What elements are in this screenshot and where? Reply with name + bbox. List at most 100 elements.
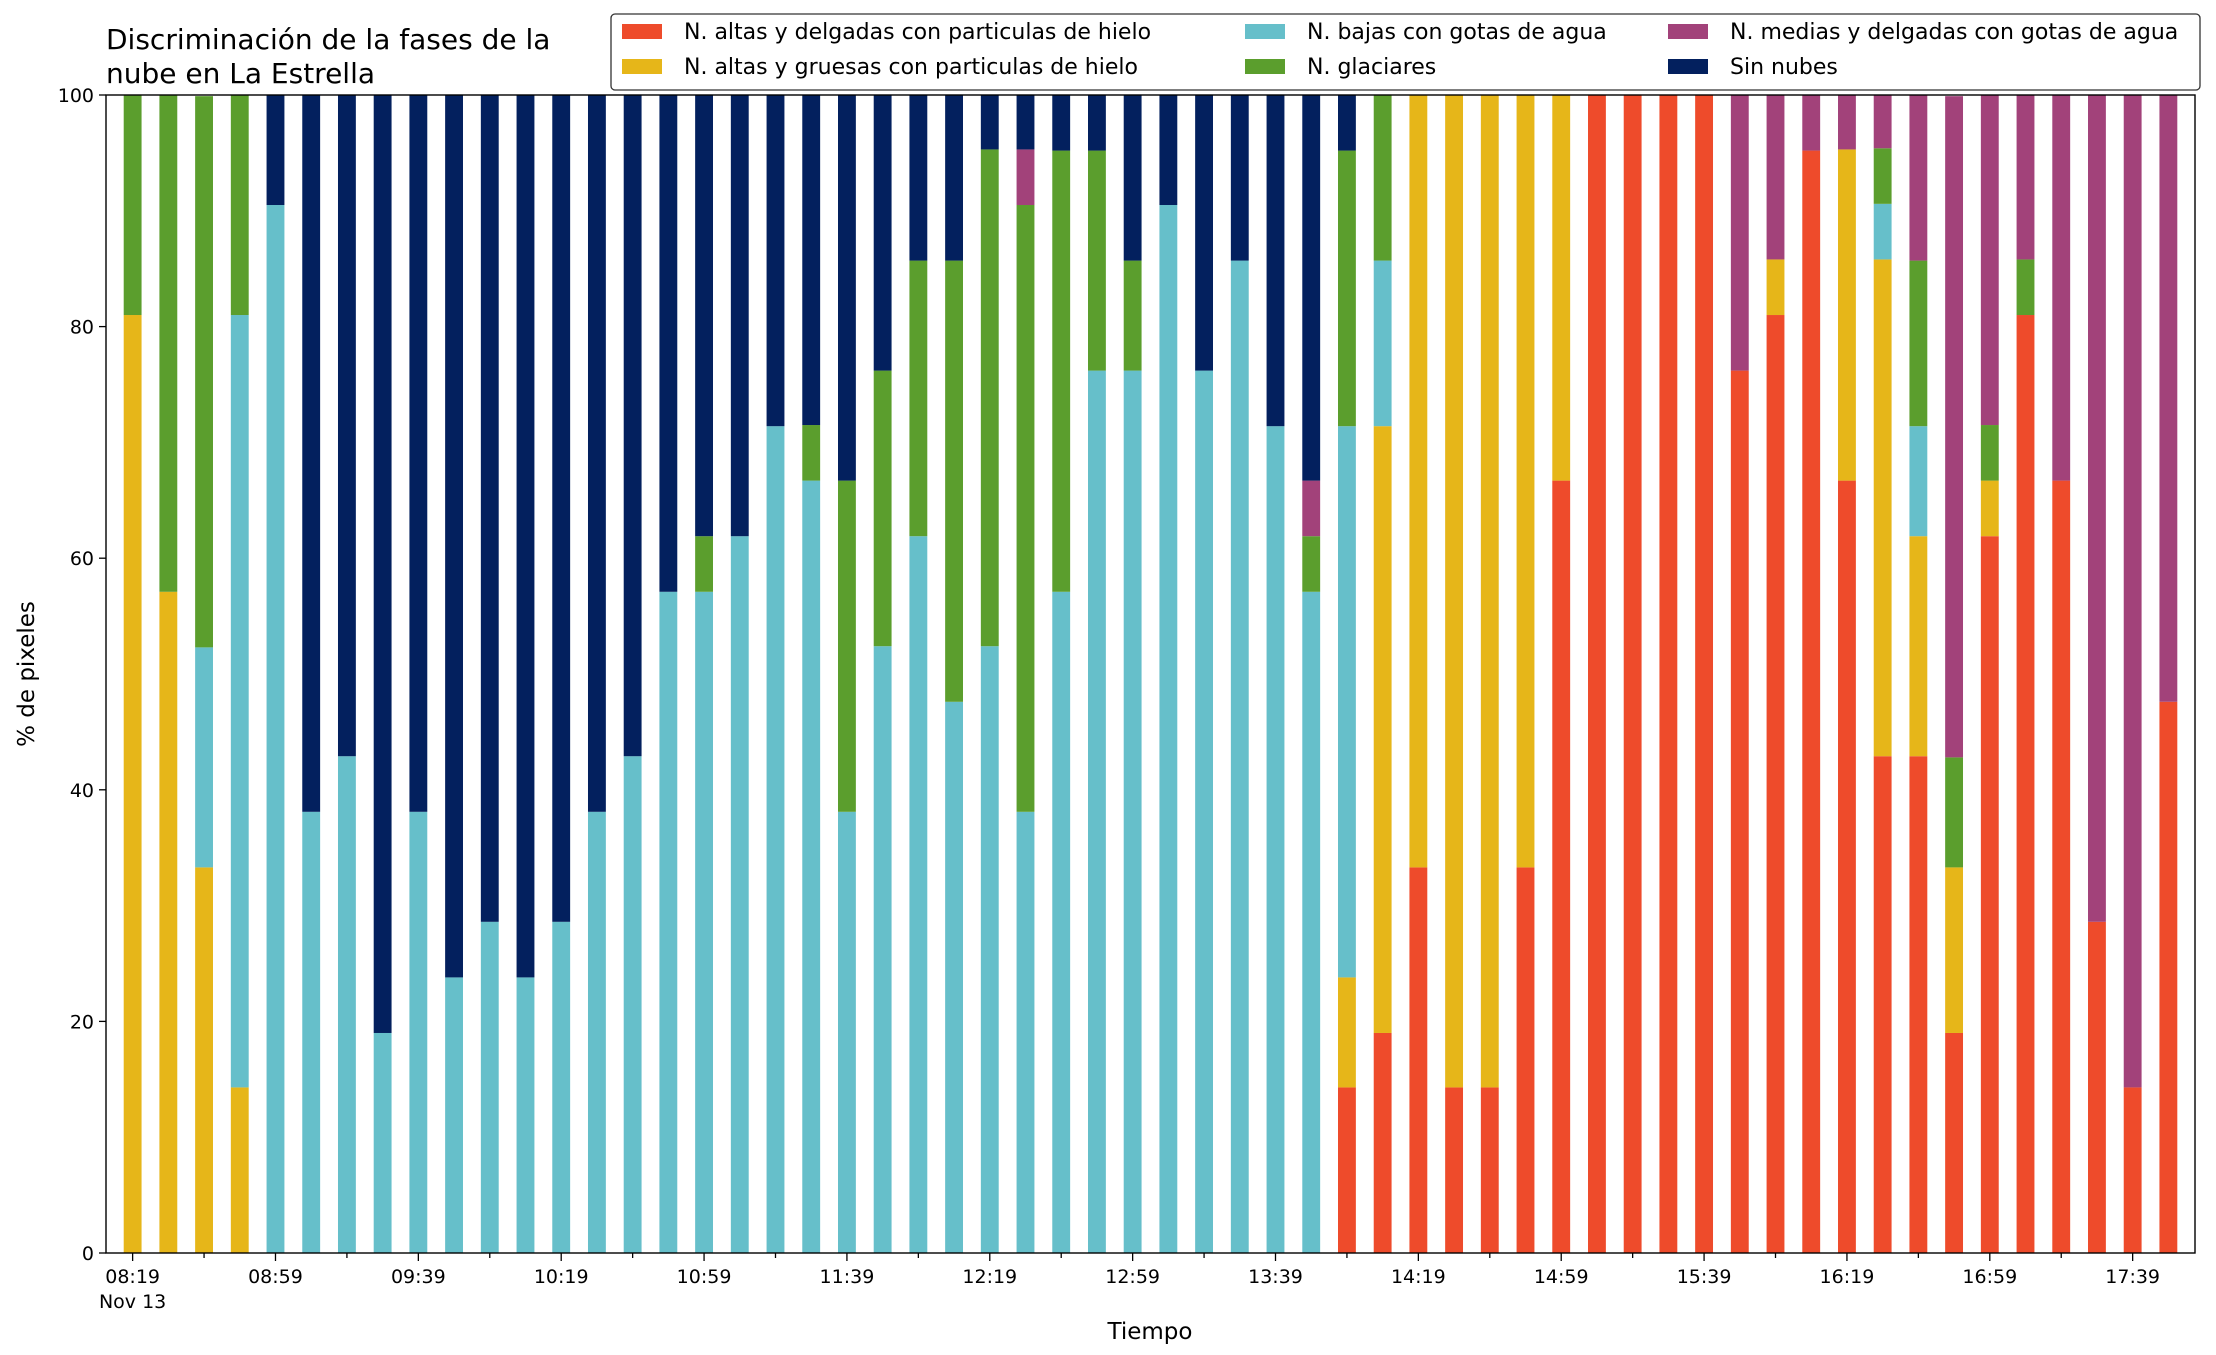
bar-segment [1480,1087,1499,1253]
bar-segment [1730,370,1749,1254]
bar-segment [695,536,713,592]
bar-segment [2016,315,2035,1253]
bar-segment [1909,260,1928,427]
bar-segment [480,95,499,922]
bar-segment [1945,1032,1964,1253]
bar-segment [1516,95,1535,868]
bar-segment [623,756,642,1253]
bar-segment [1088,150,1106,371]
bar-segment [838,811,856,1253]
bars-layer [123,95,2178,1254]
bar-segment [1373,260,1392,427]
bar-segment [373,95,392,1033]
bar-segment [1409,867,1428,1253]
bar-segment [1338,426,1356,978]
x-tick-label: 09:39 [391,1266,446,1288]
bar-segment [1088,370,1106,1254]
y-tick-label: 100 [58,85,94,107]
legend-swatch [1668,59,1708,74]
bar-segment [1766,315,1785,1253]
x-tick-label: 13:39 [1248,1266,1303,1288]
bar-segment [1123,95,1142,261]
y-tick-label: 80 [70,317,94,339]
bar-segment [1588,95,1606,1253]
bar-segment [1873,756,1892,1253]
bar-segment [1016,811,1035,1253]
bar-segment [2088,95,2106,922]
bar-segment [195,647,213,868]
bar-segment [1945,867,1964,1033]
bar-segment [2123,1087,2142,1253]
bar-segment [230,95,249,316]
y-tick-label: 60 [70,548,94,570]
bar-segment [980,149,999,647]
bar-segment [766,426,785,1253]
bar-segment [266,205,285,1253]
bar-segment [909,536,928,1253]
bar-segment [1838,95,1856,150]
bar-segment [1230,95,1249,261]
chart-title: Discriminación de la fases de la nube en… [106,23,550,90]
bar-segment [1980,480,1999,537]
bar-segment [1195,95,1213,371]
bar-segment [1909,95,1928,261]
bar-segment [480,921,499,1253]
bar-segment [587,95,606,812]
bar-segment [1123,260,1142,371]
bar-segment [1302,95,1321,481]
legend-swatch [622,59,662,74]
bar-segment [1445,1087,1464,1253]
bar-segment [1552,95,1571,481]
bar-segment [1373,1032,1392,1253]
bar-segment [1016,149,1035,206]
bar-segment [695,95,713,537]
y-tick-label: 40 [70,780,94,802]
y-axis: 0 20 40 60 80 100 [58,85,106,1265]
bar-segment [623,95,642,757]
bar-segment [409,95,428,812]
bar-segment [1338,95,1356,151]
bar-segment [1302,480,1321,537]
legend-swatch [1668,24,1708,39]
bar-segment [2123,95,2142,1088]
bar-segment [802,425,821,481]
bar-segment [1838,149,1856,481]
bar-segment [1052,591,1071,1253]
bar-segment [1088,95,1106,151]
bar-segment [945,260,963,702]
bar-segment [1909,536,1928,757]
x-tick-label: 12:19 [962,1266,1017,1288]
bar-segment [195,96,213,648]
bar-segment [1016,205,1035,812]
bar-segment [2052,95,2071,481]
bar-segment [980,646,999,1253]
bar-segment [1230,260,1249,1254]
bar-segment [1052,95,1071,151]
bar-segment [1338,1087,1356,1253]
bar-segment [552,921,571,1253]
bar-segment [2016,95,2035,260]
bar-segment [838,480,856,812]
bar-segment [730,95,749,537]
bar-segment [1159,95,1178,206]
legend-swatch [622,24,662,39]
bar-segment [1195,370,1213,1254]
bar-segment [195,867,213,1253]
legend-entry: N. altas y gruesas con particulas de hie… [684,55,1138,80]
bar-segment [373,1032,392,1253]
legend-entry: N. bajas con gotas de agua [1307,20,1607,45]
bar-segment [1409,95,1428,868]
bar-segment [1623,95,1642,1253]
legend-entry: N. glaciares [1307,55,1436,80]
bar-segment [266,95,285,206]
bar-segment [873,370,892,647]
x-tick-label: 12:59 [1105,1266,1160,1288]
bar-segment [802,95,821,426]
bar-segment [1980,536,1999,1253]
bar-segment [1980,95,1999,426]
x-tick-label: 16:59 [1962,1266,2017,1288]
bar-segment [445,977,463,1253]
bar-segment [1123,370,1142,1254]
bar-segment [1873,259,1892,757]
